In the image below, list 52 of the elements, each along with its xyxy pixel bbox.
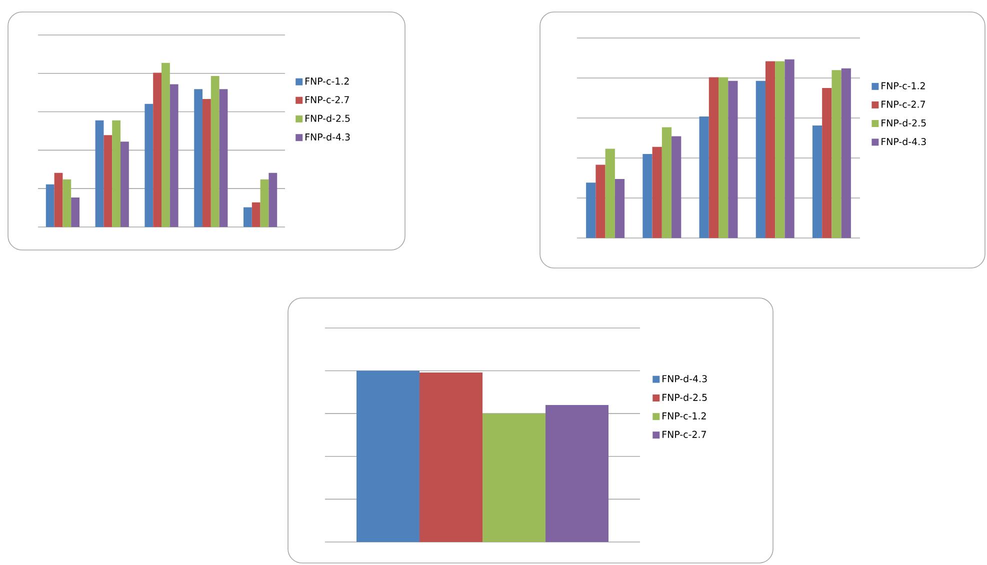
- bar: [812, 125, 822, 238]
- bar: [765, 61, 776, 238]
- bar: [718, 77, 728, 238]
- legend-label: FNP-d-2.5: [662, 394, 707, 401]
- bar: [708, 77, 719, 238]
- bar: [112, 120, 121, 227]
- bar: [652, 146, 662, 238]
- bar: [784, 59, 794, 238]
- legend-label: FNP-c-2.7: [306, 96, 349, 104]
- legend-label: FNP-c-1.2: [662, 412, 706, 420]
- bar: [210, 76, 220, 227]
- bar: [832, 70, 842, 238]
- bar: [268, 172, 278, 227]
- bar: [219, 89, 228, 227]
- legend-label: FNP-d-2.5: [306, 114, 350, 122]
- bar: [596, 164, 606, 238]
- legend-label: FNP-d-2.5: [882, 119, 926, 127]
- legend-label: FNP-c-2.7: [662, 430, 706, 438]
- bar: [822, 88, 832, 238]
- bar: [252, 202, 260, 227]
- legend-label: FNP-d-4.3: [882, 138, 926, 146]
- bar: [244, 207, 252, 227]
- bar: [120, 142, 129, 227]
- legend-label: FNP-c-2.7: [882, 100, 925, 108]
- bar: [104, 135, 112, 227]
- bar: [662, 127, 672, 238]
- bar: [71, 197, 80, 227]
- legend-label: FNP-c-1.2: [306, 78, 349, 85]
- bar: [605, 148, 615, 238]
- bar: [46, 184, 54, 227]
- bar: [756, 80, 766, 238]
- bar: [153, 72, 162, 227]
- bar: [586, 182, 596, 238]
- bar: [841, 68, 851, 238]
- bar: [144, 104, 154, 227]
- bar: [260, 179, 269, 227]
- bar: [642, 154, 652, 238]
- legend-label: FNP-c-1.2: [882, 82, 925, 90]
- legend-label: FNP-d-4.3: [306, 133, 350, 141]
- bar: [699, 116, 709, 238]
- bar: [170, 84, 178, 227]
- bar: [775, 61, 785, 238]
- legend-label: FNP-d-4.3: [662, 374, 707, 382]
- bar: [54, 172, 63, 227]
- bar: [162, 62, 170, 227]
- bar: [672, 136, 682, 238]
- bar: [62, 179, 72, 227]
- bar: [614, 179, 625, 238]
- bar: [95, 120, 104, 227]
- bar: [194, 89, 203, 227]
- bar: [728, 80, 738, 238]
- bar: [202, 98, 211, 227]
